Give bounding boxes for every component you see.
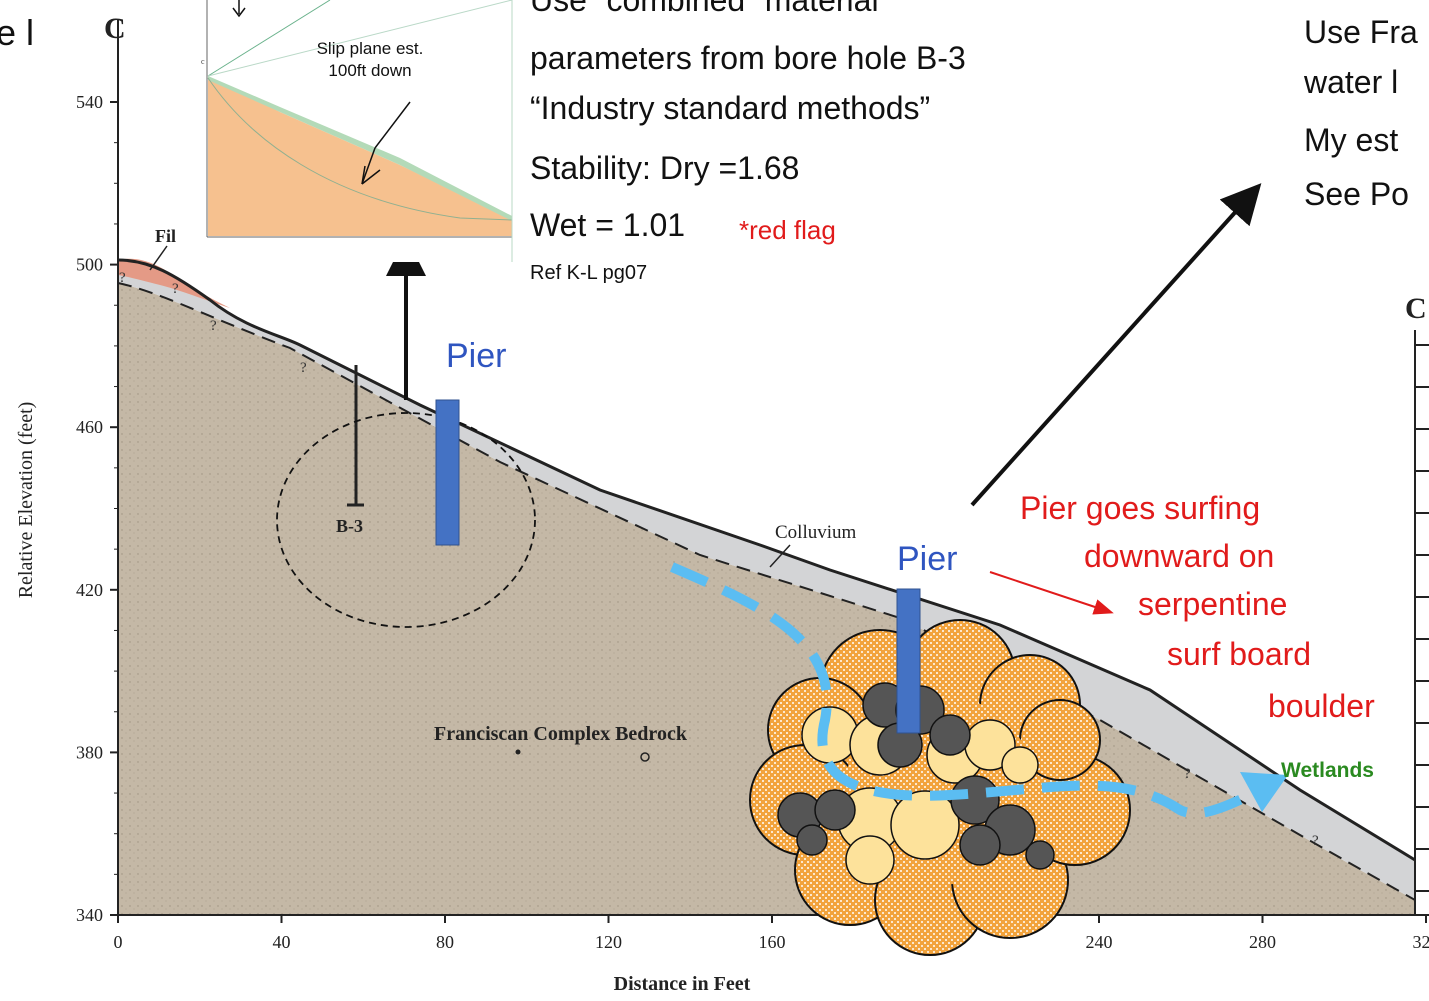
x-tick-label: 320 — [1413, 932, 1429, 952]
surf-note-line1: Pier goes surfing — [1020, 484, 1260, 532]
bedrock-point-marker — [516, 750, 521, 755]
y-tick-label: 340 — [76, 905, 103, 925]
question-mark-1: ? — [119, 270, 126, 286]
pier-label-lower: Pier — [897, 540, 957, 579]
x-tick-label: 120 — [595, 932, 622, 952]
y-tick-label: 380 — [76, 742, 103, 762]
surf-note-line4: surf board — [1167, 630, 1311, 678]
question-mark-2: ? — [172, 281, 179, 297]
x-tick-label: 0 — [114, 932, 123, 952]
bedrock-label: Franciscan Complex Bedrock — [434, 723, 688, 745]
surf-note-line3: serpentine — [1138, 580, 1287, 628]
x-axis-title: Distance in Feet — [614, 973, 751, 995]
borehole-b3-label: B-3 — [336, 516, 363, 536]
reference-note: Ref K-L pg07 — [530, 262, 647, 285]
notes-line5: Wet = 1.01 — [530, 207, 685, 244]
colluvium-label: Colluvium — [775, 522, 857, 543]
arrow-to-notes — [972, 198, 1248, 505]
question-mark-4: ? — [300, 360, 307, 376]
x-tick-label: 80 — [436, 932, 454, 952]
pier-lower — [897, 589, 920, 733]
notes-line1: Use “combined” material — [530, 0, 879, 19]
right-notes-line4: See Po — [1304, 176, 1409, 213]
y-tick-label: 420 — [76, 580, 103, 600]
notes-line3: “Industry standard methods” — [530, 90, 930, 127]
inset-corner-letter: c — [201, 57, 205, 66]
surf-note-line2: downward on — [1084, 532, 1274, 580]
red-flag-note: *red flag — [739, 215, 836, 246]
x-tick-label: 160 — [759, 932, 786, 952]
y-axis-title: Relative Elevation (feet) — [15, 402, 37, 599]
right-notes-line2: water l — [1304, 64, 1398, 101]
y-tick-label: 500 — [76, 255, 103, 275]
y-tick-label: 540 — [76, 92, 103, 112]
inset-slip-note: Slip plane est. 100ft down — [300, 38, 440, 82]
right-axis-ticks — [1415, 345, 1429, 891]
x-tick-label: 240 — [1086, 932, 1113, 952]
y-ticks: 540 500 460 420 380 340 — [76, 92, 118, 925]
x-tick-label: 280 — [1249, 932, 1276, 952]
corner-label-left: C — [104, 12, 126, 45]
fill-label: Fil — [155, 226, 176, 246]
notes-line2: parameters from bore hole B-3 — [530, 40, 966, 77]
x-ticks: 04080120160200240280320 — [114, 915, 1429, 952]
question-mark-5: ? — [1184, 766, 1191, 782]
x-tick-label: 40 — [273, 932, 291, 952]
question-mark-3: ? — [210, 318, 217, 334]
pier-label-upper: Pier — [446, 337, 506, 376]
wetlands-label: Wetlands — [1281, 759, 1374, 783]
slide-title-fragment: e l — [0, 12, 34, 54]
right-notes-line3: My est — [1304, 122, 1398, 159]
pier-upper — [436, 400, 459, 545]
surf-note-line5: boulder — [1268, 682, 1375, 730]
y-tick-label: 460 — [76, 417, 103, 437]
question-mark-6: ? — [1312, 833, 1319, 849]
corner-label-right: C — [1405, 292, 1427, 325]
right-notes-line1: Use Fra — [1304, 14, 1418, 51]
notes-line4: Stability: Dry =1.68 — [530, 150, 799, 187]
